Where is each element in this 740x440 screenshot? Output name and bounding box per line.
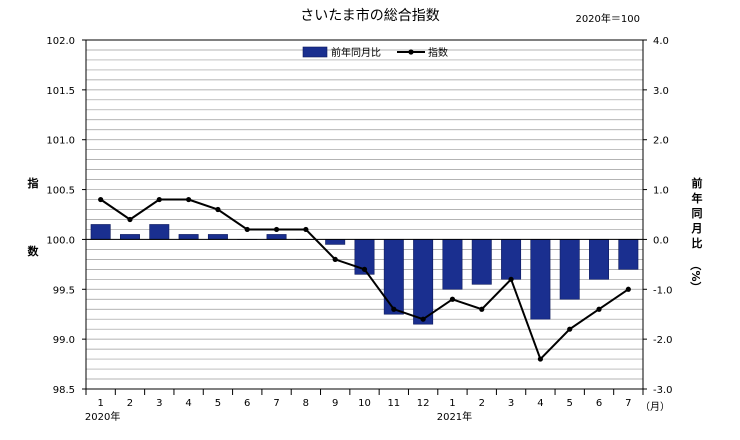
bar xyxy=(119,234,140,240)
right-axis-label-char: 月 xyxy=(691,222,703,235)
index-point xyxy=(479,306,485,312)
index-point xyxy=(508,276,514,282)
left-axis-label-bottom: 数 xyxy=(28,244,40,258)
x-tick-label: 2 xyxy=(127,398,133,409)
gridlines xyxy=(86,49,643,380)
bar xyxy=(559,239,580,300)
x-tick-label: 2 xyxy=(479,398,485,409)
legend-bar-swatch xyxy=(302,46,328,58)
bar xyxy=(589,239,610,280)
line-series xyxy=(98,196,631,362)
right-tick-label: -1.0 xyxy=(653,285,673,296)
bar xyxy=(266,234,287,240)
index-point xyxy=(596,306,602,312)
index-point xyxy=(215,206,221,213)
bar xyxy=(383,239,404,315)
left-tick-label: 99.5 xyxy=(53,285,75,296)
left-tick-label: 101.0 xyxy=(46,136,75,147)
index-point xyxy=(156,196,162,203)
x-tick-label: 9 xyxy=(332,398,338,409)
right-axis-label-char: 比 xyxy=(692,236,703,250)
left-tick-label: 98.5 xyxy=(53,385,75,396)
x-tick-label: 4 xyxy=(185,398,191,409)
left-tick-label: 102.0 xyxy=(46,36,75,47)
year-label: 2020年 xyxy=(85,410,120,423)
right-axis-label: 前年同月比 （%） xyxy=(689,176,703,293)
index-point xyxy=(98,196,104,203)
base-note: 2020年＝100 xyxy=(575,12,640,25)
index-point xyxy=(625,286,631,292)
right-tick-label: 0.0 xyxy=(653,235,669,246)
right-axis-label-char: 同 xyxy=(692,207,703,220)
x-tick-label: 3 xyxy=(156,398,162,409)
bar xyxy=(501,239,522,280)
x-tick-label: 7 xyxy=(273,398,279,409)
left-axis-label-top: 指 xyxy=(28,176,39,190)
bar xyxy=(413,239,434,325)
left-tick-label: 99.0 xyxy=(53,335,75,346)
x-tick-label: 8 xyxy=(303,398,309,409)
left-tick-label: 100.5 xyxy=(46,186,75,197)
right-tick-label: -3.0 xyxy=(653,385,673,396)
x-unit-label: （月） xyxy=(640,401,670,413)
bar xyxy=(90,224,111,240)
bar-series xyxy=(90,224,639,325)
index-point xyxy=(303,226,309,233)
bar xyxy=(442,239,463,290)
right-tick-label: 1.0 xyxy=(653,186,669,197)
x-tick-label: 10 xyxy=(358,398,371,409)
right-axis-label-char: 前 xyxy=(692,176,703,190)
index-point xyxy=(420,316,426,322)
bar xyxy=(471,239,492,285)
x-tick-label: 5 xyxy=(567,398,573,409)
x-tick-label: 6 xyxy=(596,398,602,409)
right-tick-label: 4.0 xyxy=(653,36,669,47)
x-tick-label: 6 xyxy=(244,398,250,409)
index-point xyxy=(244,226,250,233)
x-tick-label: 5 xyxy=(215,398,221,409)
legend-line-label: 指数 xyxy=(428,46,448,59)
index-point xyxy=(186,196,192,203)
right-axis-label-char: 年 xyxy=(692,191,703,205)
left-tick-label: 101.5 xyxy=(46,86,75,97)
x-tick-label: 7 xyxy=(625,398,631,409)
right-tick-label: 2.0 xyxy=(653,136,669,147)
index-point xyxy=(361,266,368,272)
bar xyxy=(207,234,228,240)
bar xyxy=(325,239,346,245)
x-tick-label: 12 xyxy=(417,398,430,409)
legend-line-marker xyxy=(408,49,414,55)
x-tick-label: 11 xyxy=(387,398,400,409)
x-tick-label: 1 xyxy=(449,398,455,409)
index-point xyxy=(332,256,338,262)
plot-frame xyxy=(85,39,644,390)
bar xyxy=(530,239,551,320)
index-point xyxy=(127,216,133,223)
bar xyxy=(618,239,639,270)
x-tick-label: 3 xyxy=(508,398,514,409)
x-tick-label: 1 xyxy=(97,398,103,409)
x-tick-label: 4 xyxy=(537,398,543,409)
index-point xyxy=(273,226,280,233)
right-axis-label-char: （%） xyxy=(689,259,702,292)
bar xyxy=(149,224,170,240)
left-tick-label: 100.0 xyxy=(46,235,75,246)
right-tick-label: -2.0 xyxy=(653,335,673,346)
index-point xyxy=(537,356,543,362)
right-tick-label: 3.0 xyxy=(653,86,669,97)
bar xyxy=(178,234,199,240)
index-point xyxy=(567,326,573,332)
axes: 98.599.099.5100.0100.5101.0101.5102.0-3.… xyxy=(46,36,672,423)
chart-title: さいたま市の総合指数 xyxy=(300,7,440,24)
index-point xyxy=(449,296,456,302)
index-point xyxy=(391,306,397,312)
legend-bar-label: 前年同月比 xyxy=(331,46,381,59)
legend: 前年同月比 指数 xyxy=(302,46,448,59)
year-label: 2021年 xyxy=(437,410,472,423)
